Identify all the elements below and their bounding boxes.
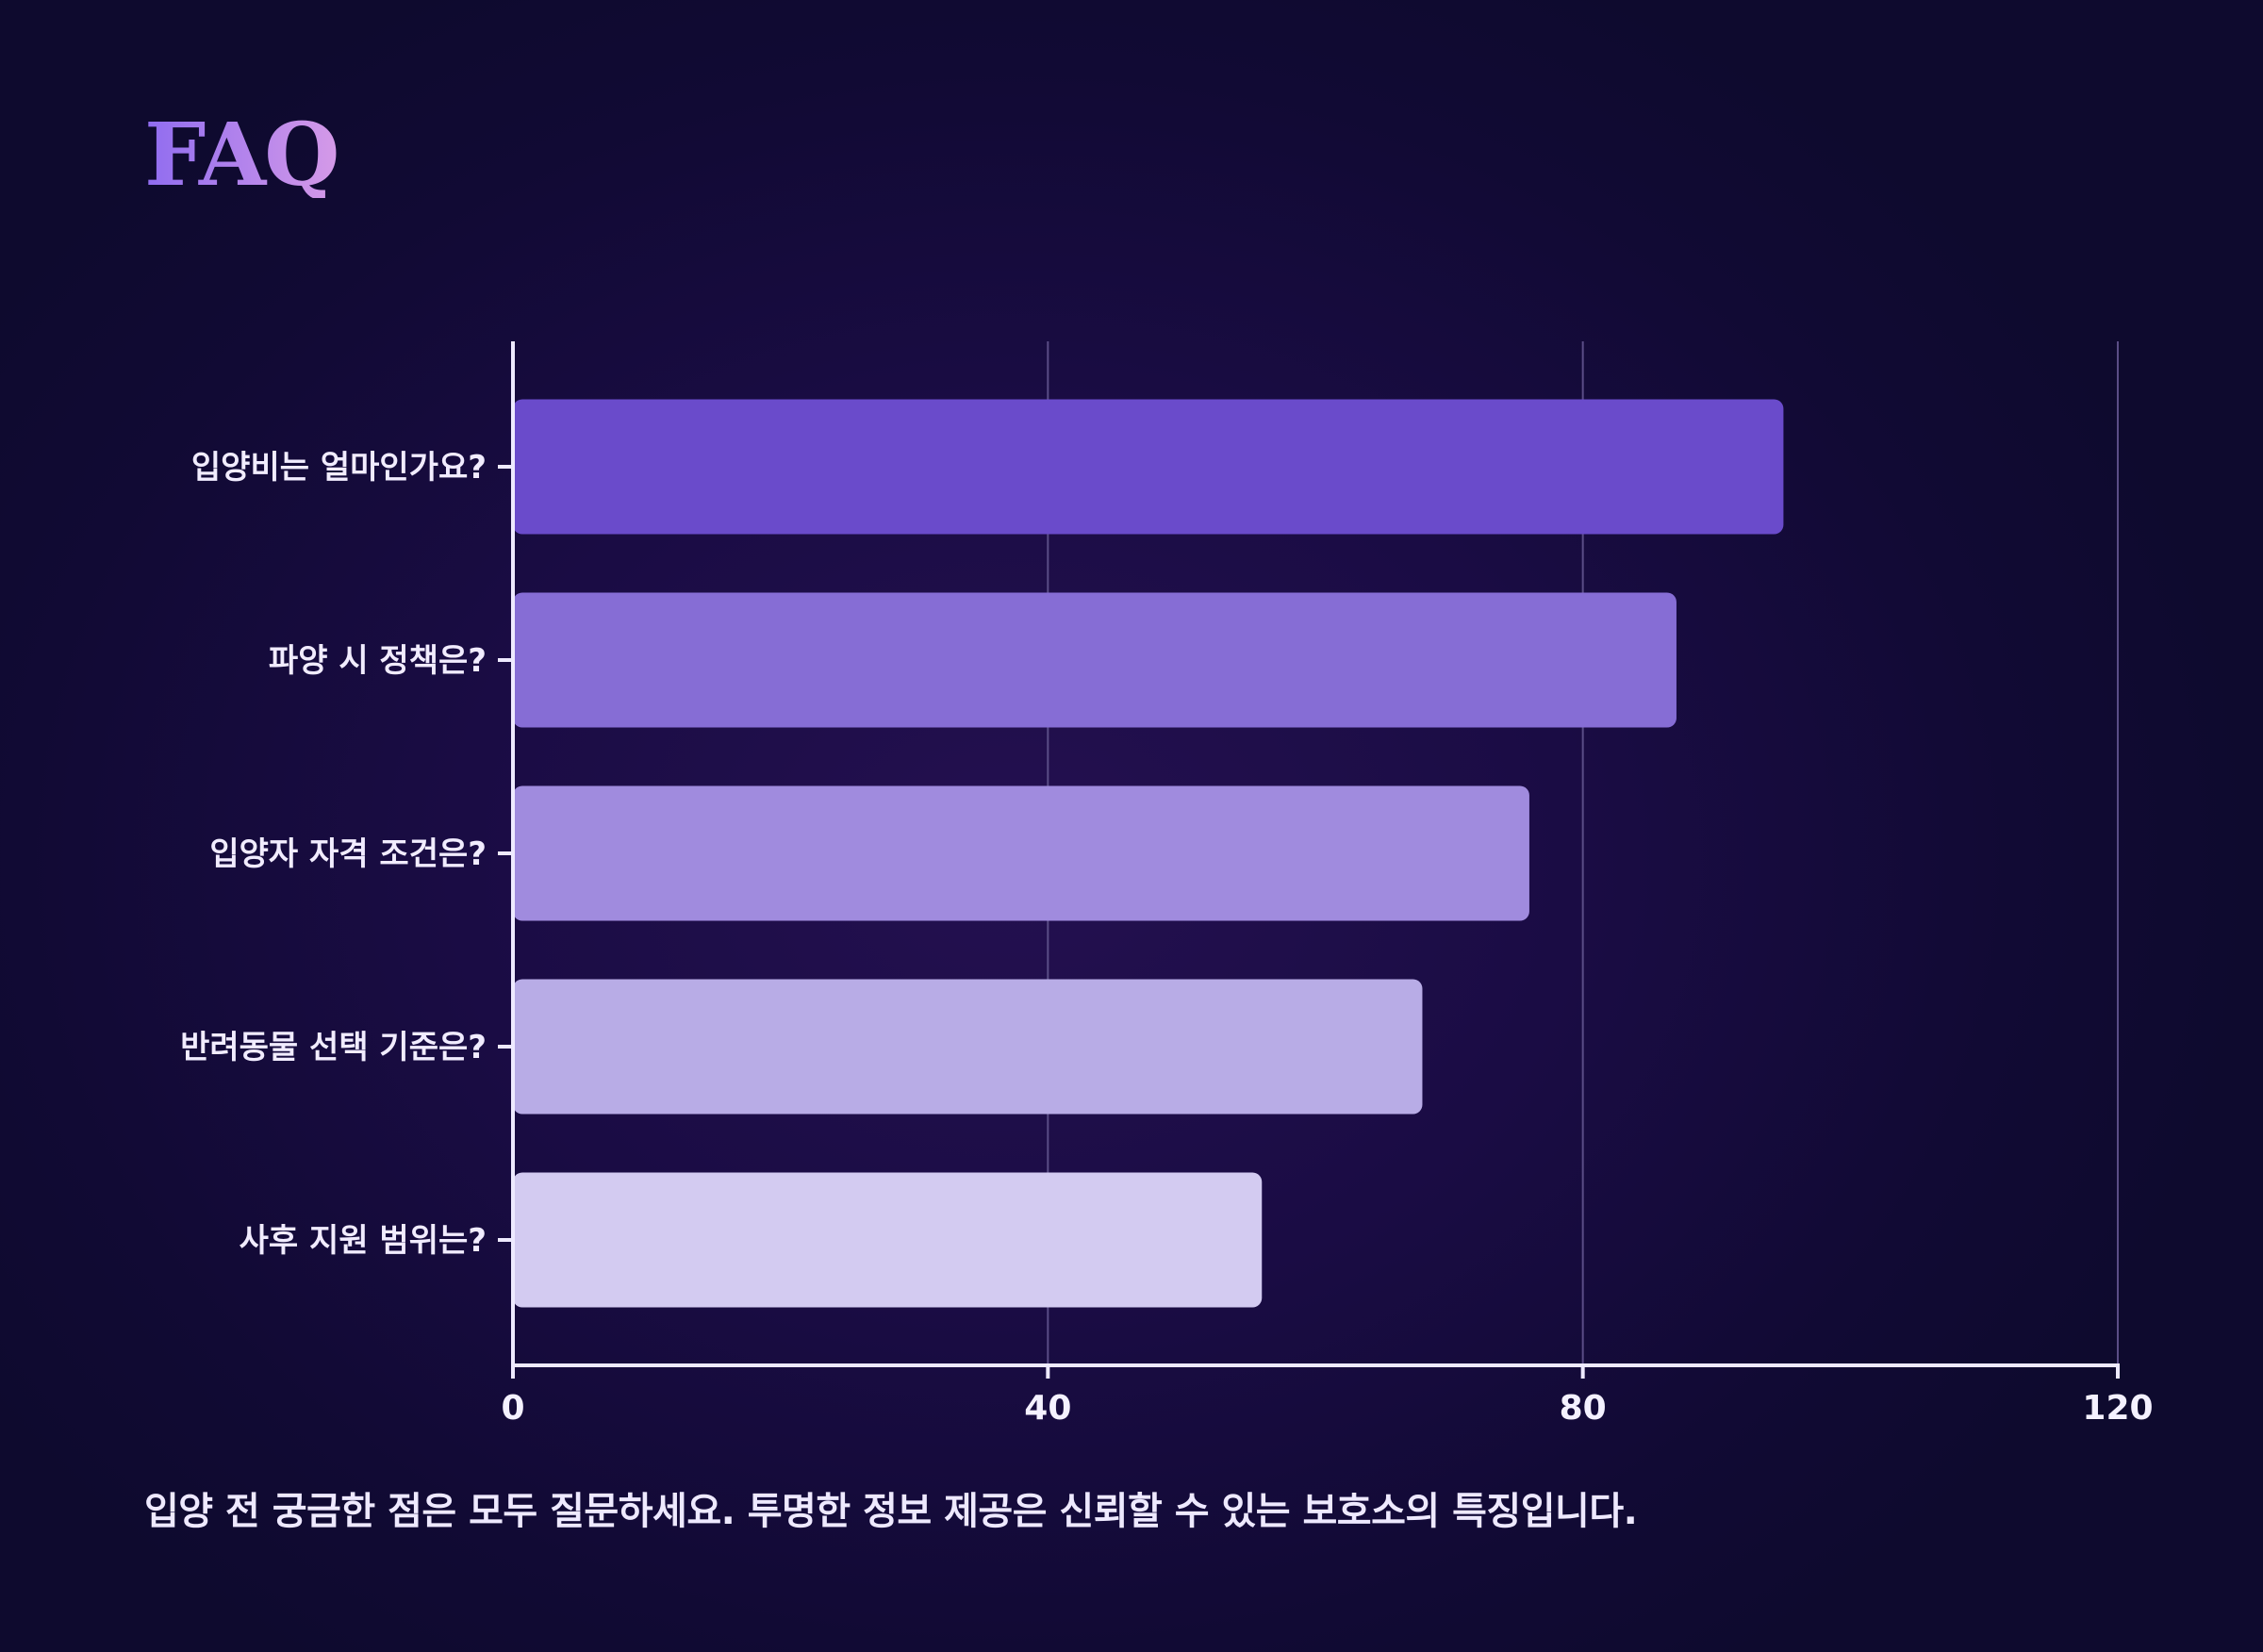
x-tick-label: 120	[2082, 1389, 2153, 1428]
axes	[498, 341, 2120, 1379]
category-label: 사후 지원 범위는?	[240, 1222, 487, 1260]
bar	[513, 399, 1784, 535]
labels: 0 40 80 120 입양비는 얼마인가요? 파양 시 정책은? 입양자 자격 조건은? 반…	[180, 449, 2154, 1428]
bar	[513, 592, 1677, 728]
footnote-text: 입양 전 궁금한 점은 모두 질문하세요. 투명한 정보 제공은 신뢰할 수 있…	[144, 1490, 1638, 1533]
bar	[513, 1172, 1263, 1308]
bars	[513, 399, 1784, 1308]
bar	[513, 979, 1423, 1115]
page-title: FAQ	[144, 104, 339, 206]
x-tick-label: 40	[1024, 1389, 1071, 1428]
category-label: 입양자 자격 조건은?	[209, 835, 487, 873]
category-label: 반려동물 선택 기준은?	[180, 1029, 487, 1066]
category-label: 입양비는 얼마인가요?	[191, 449, 487, 487]
x-tick-label: 80	[1560, 1389, 1607, 1428]
bar	[513, 785, 1529, 921]
category-label: 파양 시 정책은?	[269, 642, 487, 680]
x-tick-label: 0	[501, 1389, 524, 1428]
